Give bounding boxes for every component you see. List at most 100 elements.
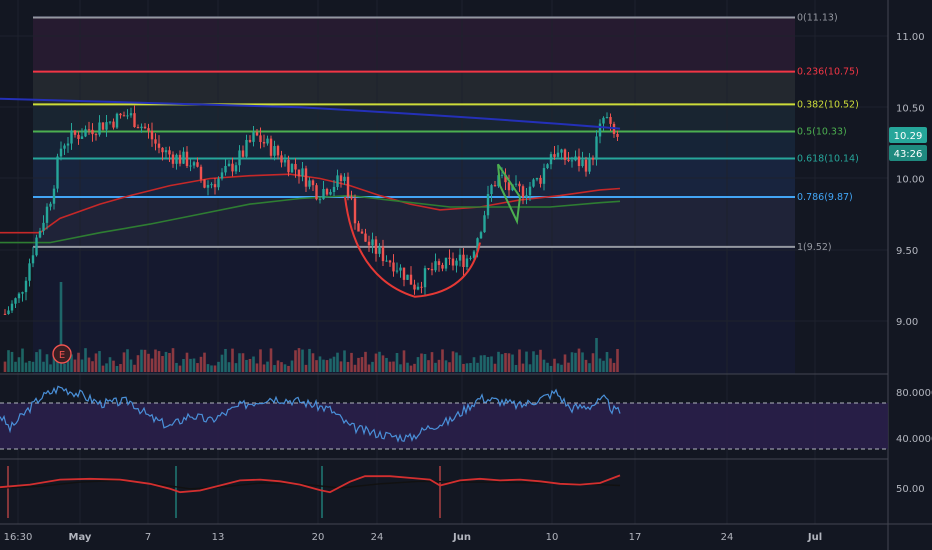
candle-body: [301, 168, 304, 177]
volume-bar: [339, 361, 343, 372]
trendline[interactable]: [0, 97, 621, 130]
candle-body: [217, 178, 220, 188]
candle-body: [591, 157, 595, 160]
volume-bar: [308, 348, 311, 372]
volume-bar: [574, 352, 577, 372]
volume-bar: [122, 352, 126, 372]
candle-body: [332, 186, 336, 193]
candle-body: [535, 177, 539, 180]
volume-bar: [297, 348, 301, 372]
time-tick-label: Jul: [807, 532, 822, 543]
candle-body: [133, 113, 136, 128]
volume-bar: [416, 357, 420, 372]
volume-bar: [602, 360, 605, 372]
volume-bar: [80, 359, 84, 372]
time-tick-label: 13: [212, 532, 225, 543]
volume-bar: [616, 349, 619, 372]
time-axis[interactable]: 16:30 May 7 13 20 24 Jun 10 17 24 Jul: [4, 532, 823, 543]
volume-bar: [3, 361, 7, 372]
volume-bar: [269, 348, 273, 372]
candle-body: [423, 268, 427, 288]
candle-body: [101, 122, 105, 130]
candle-body: [413, 284, 416, 290]
candle-body: [17, 293, 21, 299]
candle-body: [168, 150, 171, 155]
candle-body: [52, 188, 56, 204]
candle-body: [532, 179, 535, 187]
volume-bar: [259, 349, 262, 372]
volume-bar: [87, 357, 91, 372]
volume-bar: [199, 356, 203, 372]
price-axis[interactable]: 11.00 10.50 10.00 9.50 9.00 80.0000 40.0000 50.…: [896, 32, 932, 495]
candle-body: [409, 274, 413, 285]
volume-bar: [196, 363, 199, 372]
candle-body: [434, 261, 437, 271]
candle-body: [399, 267, 402, 271]
candle-body: [367, 241, 371, 246]
price-tick-label: 10.50: [896, 103, 925, 114]
volume-bar: [542, 359, 546, 372]
candle-body: [598, 123, 602, 137]
volume-bar: [343, 350, 346, 372]
volume-bar: [238, 353, 241, 372]
candle-body: [336, 175, 339, 187]
candle-body: [164, 150, 168, 153]
fib-band: [33, 17, 795, 72]
volume-bar: [444, 360, 448, 372]
price-tick-label: 9.50: [896, 246, 918, 257]
flag-pattern[interactable]: [497, 163, 522, 225]
volume-bar: [514, 364, 518, 372]
volume-bar: [332, 356, 336, 372]
fib-label-0.5: 0.5(10.33): [797, 126, 847, 137]
volume-bar: [367, 364, 371, 372]
volume-bar: [360, 357, 364, 372]
candle-body: [294, 164, 297, 170]
candle-body: [210, 184, 213, 186]
candle-body: [364, 233, 367, 242]
candle-body: [581, 159, 584, 166]
volume-bar: [28, 360, 31, 372]
candle-body: [479, 232, 483, 239]
candle-body: [567, 159, 570, 161]
candle-body: [325, 189, 329, 195]
cup-pattern[interactable]: [344, 196, 481, 298]
candle-body: [560, 149, 563, 153]
candle-body: [556, 152, 560, 157]
candle-body: [42, 222, 45, 231]
volume-bar: [129, 359, 133, 372]
candle-body: [140, 126, 143, 129]
volume-bar: [563, 354, 567, 372]
volume-bar: [241, 353, 245, 372]
candle-body: [154, 139, 157, 144]
fib-label-0.618: 0.618(10.14): [797, 154, 859, 165]
candle-body: [94, 134, 98, 136]
fib-label-0.236: 0.236(10.75): [797, 67, 859, 78]
volume-bar: [49, 364, 52, 372]
volume-bar: [84, 348, 87, 372]
candle-body: [38, 230, 42, 238]
volume-bar: [521, 363, 525, 372]
candle-body: [259, 135, 262, 143]
volume-bar: [252, 356, 255, 372]
candle-body: [525, 195, 528, 198]
volume-bar: [280, 362, 283, 372]
volume-bar: [108, 357, 112, 372]
volume-bar: [560, 364, 563, 372]
volume-bar: [101, 365, 105, 372]
volume-bar: [220, 354, 224, 372]
volume-bar: [539, 349, 542, 372]
volume-bar: [441, 349, 444, 372]
earnings-marker-label: E: [59, 350, 65, 361]
candle-body: [392, 262, 395, 272]
earnings-marker[interactable]: E: [52, 344, 72, 364]
volume-bar: [427, 360, 430, 372]
volume-bar: [322, 359, 325, 372]
candle-body: [220, 172, 224, 179]
price-tick-label: 9.00: [896, 317, 918, 328]
candle-body: [507, 182, 511, 191]
candle-body: [287, 159, 290, 173]
volume-bar: [525, 351, 528, 372]
volume-bar: [570, 352, 574, 372]
volume-bar: [374, 353, 378, 372]
